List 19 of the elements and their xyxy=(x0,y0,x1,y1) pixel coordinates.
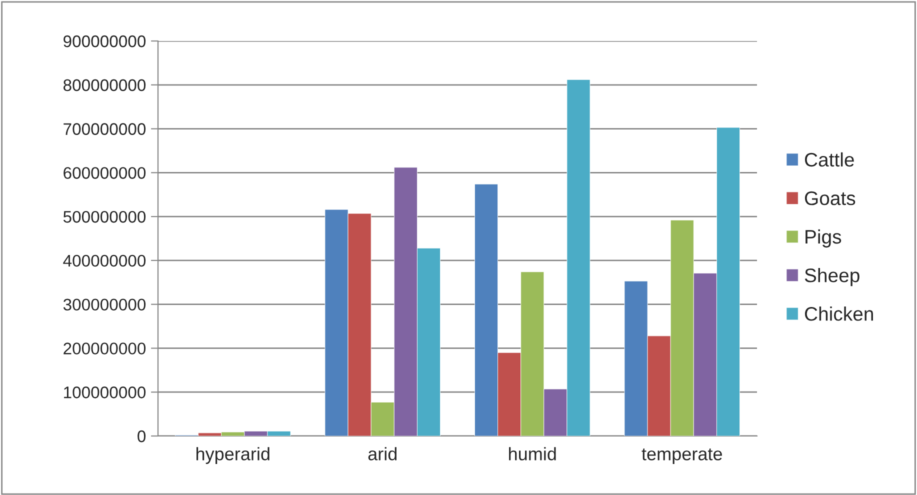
legend-label: Pigs xyxy=(806,229,842,248)
legend-label: Goats xyxy=(804,191,856,206)
y-tick-label: 500000000 xyxy=(63,210,146,223)
y-tick-label: 700000000 xyxy=(64,123,146,135)
y-tick-label: 400000000 xyxy=(63,254,146,267)
x-tick-label: temperate xyxy=(642,448,722,464)
legend-label: Chicken xyxy=(804,306,873,321)
y-tick-label: 900000000 xyxy=(64,35,146,48)
x-tick-label: arid xyxy=(368,447,397,460)
x-tick-label: hyperarid xyxy=(196,447,270,464)
x-tick-label: humid xyxy=(509,447,556,460)
legend-label: Sheep xyxy=(804,268,860,286)
y-tick-label: 600000000 xyxy=(64,167,146,179)
y-tick-label: 800000000 xyxy=(64,79,146,92)
y-tick-label: 0 xyxy=(138,430,146,442)
legend-label: Cattle xyxy=(804,152,854,167)
y-tick-label: 300000000 xyxy=(63,298,146,311)
y-tick-label: 200000000 xyxy=(64,342,146,354)
y-tick-label: 100000000 xyxy=(64,386,146,398)
